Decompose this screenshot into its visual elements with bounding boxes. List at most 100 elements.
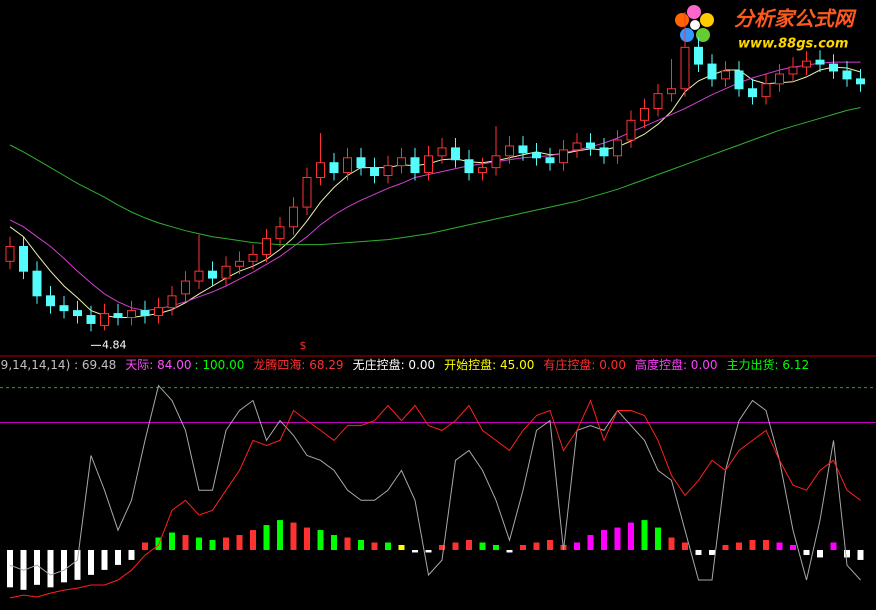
histogram-bar bbox=[115, 549, 121, 565]
candle-body bbox=[640, 107, 649, 121]
histogram-bar bbox=[547, 540, 553, 550]
candle-body bbox=[275, 226, 285, 240]
histogram-bar bbox=[817, 549, 823, 558]
candle-body bbox=[532, 152, 541, 159]
moving-average bbox=[9, 107, 861, 246]
histogram-bar bbox=[169, 532, 175, 550]
histogram-bar bbox=[574, 542, 580, 550]
logo-title: 分析家公式网 bbox=[734, 7, 857, 31]
candle-body bbox=[802, 60, 811, 68]
candle-body bbox=[788, 66, 798, 75]
header-item: 龙腾四海: 68.29 bbox=[253, 357, 343, 372]
candle-body bbox=[613, 139, 622, 157]
candle-body bbox=[599, 147, 609, 157]
indicator-line bbox=[9, 399, 861, 599]
histogram-bar bbox=[385, 542, 391, 550]
header-item: 开始控盘: 45.00 bbox=[444, 357, 534, 372]
candle-body bbox=[5, 246, 15, 262]
candle-body bbox=[127, 310, 136, 319]
histogram-bar bbox=[61, 549, 67, 583]
histogram-bar bbox=[182, 535, 189, 550]
candle-body bbox=[208, 270, 217, 279]
histogram-bar bbox=[722, 544, 729, 550]
candle-body bbox=[545, 157, 555, 164]
histogram-bar bbox=[236, 535, 243, 550]
candle-body bbox=[32, 270, 42, 297]
histogram-bar bbox=[466, 540, 472, 550]
candle-body bbox=[19, 246, 28, 272]
histogram-bar bbox=[506, 549, 513, 553]
candle-body bbox=[113, 313, 123, 319]
histogram-bar bbox=[196, 537, 202, 550]
candle-body bbox=[856, 78, 865, 85]
candle-body bbox=[221, 265, 231, 279]
candle-body bbox=[46, 295, 55, 307]
histogram-bar bbox=[371, 542, 378, 550]
histogram-bar bbox=[830, 542, 837, 550]
histogram-bar bbox=[493, 544, 499, 550]
candle-body bbox=[680, 46, 690, 90]
candle-body bbox=[100, 313, 109, 326]
histogram-bar bbox=[628, 522, 634, 550]
candle-body bbox=[370, 167, 379, 177]
histogram-bar bbox=[803, 549, 810, 555]
indicator-line bbox=[9, 384, 861, 581]
header-item: 无庄控盘: 0.00 bbox=[353, 357, 436, 372]
candle-body bbox=[505, 145, 514, 157]
histogram-bar bbox=[101, 549, 108, 570]
candle-body bbox=[815, 59, 825, 65]
candle-body bbox=[478, 167, 487, 174]
candle-body bbox=[59, 305, 69, 312]
histogram-bar bbox=[344, 537, 351, 550]
candle-body bbox=[559, 149, 568, 164]
histogram-bar bbox=[250, 530, 256, 550]
histogram-bar bbox=[331, 535, 337, 550]
indicator-header: (9,14,14,14) : 69.48 天际: 84.00: 100.00 龙腾四… bbox=[0, 357, 809, 372]
candle-body bbox=[167, 295, 177, 309]
header-item: : 100.00 bbox=[195, 358, 245, 372]
candle-body bbox=[73, 310, 82, 317]
histogram-bar bbox=[74, 549, 81, 580]
histogram-bar bbox=[358, 540, 364, 550]
histogram-bar bbox=[439, 544, 445, 550]
histogram-bar bbox=[844, 549, 850, 558]
candle-body bbox=[262, 238, 271, 255]
moving-average bbox=[9, 66, 861, 318]
histogram-bar bbox=[290, 522, 297, 550]
candle-body bbox=[829, 63, 838, 72]
candle-body bbox=[356, 157, 366, 169]
candle-body bbox=[383, 165, 393, 177]
candle-body bbox=[518, 145, 528, 154]
histogram-bar bbox=[277, 520, 283, 550]
candle-body bbox=[626, 119, 636, 141]
header-item: (9,14,14,14) : 69.48 bbox=[0, 358, 116, 372]
candle-body bbox=[437, 147, 447, 157]
histogram-bar bbox=[601, 530, 607, 550]
candle-body bbox=[248, 253, 258, 262]
histogram-bar bbox=[695, 549, 702, 555]
histogram-bar bbox=[763, 540, 769, 550]
histogram-bar bbox=[682, 542, 688, 550]
logo-url: www.88gs.com bbox=[738, 37, 848, 52]
histogram-bar bbox=[587, 535, 594, 550]
histogram-bar bbox=[304, 527, 310, 550]
candle-body bbox=[343, 157, 352, 174]
candle-body bbox=[329, 162, 339, 174]
candle-body bbox=[86, 315, 96, 324]
candle-body bbox=[424, 155, 433, 174]
candle-body bbox=[140, 310, 150, 317]
candle-body bbox=[761, 83, 771, 98]
histogram-bar bbox=[709, 549, 715, 555]
candle-body bbox=[694, 46, 703, 65]
histogram-bar bbox=[88, 549, 94, 575]
candle-body bbox=[235, 260, 244, 267]
candle-body bbox=[734, 70, 744, 90]
candle-body bbox=[154, 307, 163, 317]
candle-body bbox=[451, 147, 460, 161]
histogram-bar bbox=[668, 537, 675, 550]
histogram-bar bbox=[128, 549, 135, 560]
histogram-bar bbox=[142, 542, 148, 550]
histogram-bar bbox=[614, 527, 621, 550]
